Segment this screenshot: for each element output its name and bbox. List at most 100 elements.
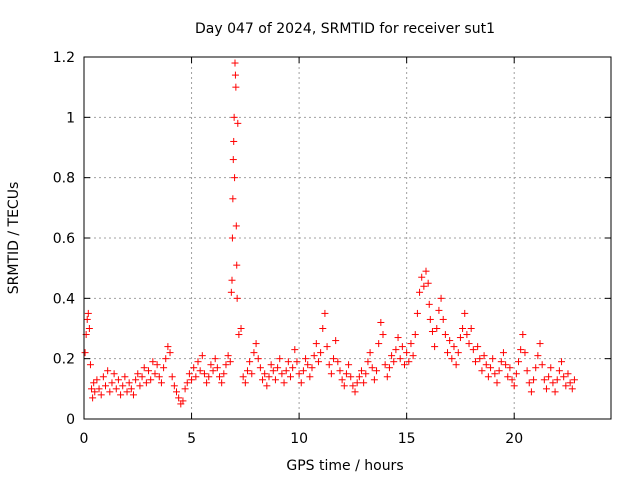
- data-point: [170, 382, 178, 390]
- data-point: [88, 385, 96, 393]
- data-point: [259, 376, 267, 384]
- data-point: [474, 343, 482, 351]
- data-point: [213, 364, 221, 372]
- data-point: [232, 83, 240, 91]
- data-point: [110, 370, 118, 378]
- data-point: [512, 370, 520, 378]
- data-point: [401, 361, 409, 369]
- plot-frame: [83, 56, 612, 420]
- data-point: [263, 382, 271, 390]
- data-point: [317, 349, 325, 357]
- data-point: [465, 340, 473, 348]
- data-point: [379, 331, 387, 339]
- data-point: [422, 267, 430, 275]
- data-point: [491, 370, 499, 378]
- data-point: [418, 273, 426, 281]
- x-tick-label: 0: [80, 431, 89, 447]
- data-point: [278, 370, 286, 378]
- data-point: [493, 379, 501, 387]
- x-tick-label: 20: [505, 431, 523, 447]
- data-point: [489, 355, 497, 363]
- data-point: [125, 379, 133, 387]
- data-point: [551, 388, 559, 396]
- data-point: [81, 349, 89, 357]
- data-point: [160, 364, 168, 372]
- data-point: [306, 373, 314, 381]
- data-point: [515, 358, 523, 366]
- data-point: [534, 352, 542, 360]
- data-point: [538, 361, 546, 369]
- data-point: [435, 306, 443, 314]
- data-point: [476, 355, 484, 363]
- data-point: [527, 388, 535, 396]
- data-point: [566, 379, 574, 387]
- data-point: [252, 340, 260, 348]
- data-point: [321, 309, 329, 317]
- data-point: [222, 361, 230, 369]
- data-point: [555, 367, 563, 375]
- data-point: [140, 364, 148, 372]
- data-point: [231, 174, 239, 182]
- data-point: [282, 367, 290, 375]
- data-point: [338, 376, 346, 384]
- data-point: [416, 288, 424, 296]
- data-point: [325, 361, 333, 369]
- data-point: [227, 288, 235, 296]
- data-point: [295, 370, 303, 378]
- tick-labels: 0 0.2 0.4 0.6 0.8 1 1.2 0 5 10 15 20: [53, 50, 523, 447]
- data-point: [558, 358, 566, 366]
- data-point: [89, 394, 97, 402]
- data-point: [499, 349, 507, 357]
- data-point: [224, 352, 232, 360]
- data-point: [237, 325, 245, 332]
- data-point: [233, 261, 241, 269]
- data-point: [145, 367, 153, 375]
- y-tick-label: 0.6: [53, 231, 75, 247]
- data-point: [155, 373, 163, 381]
- data-point: [166, 349, 174, 357]
- data-point: [562, 382, 570, 390]
- data-point: [319, 325, 327, 332]
- data-point: [234, 119, 242, 127]
- data-point: [231, 59, 239, 67]
- data-point: [112, 385, 120, 393]
- data-point: [517, 346, 525, 354]
- data-point: [132, 376, 140, 384]
- data-point: [293, 358, 301, 366]
- data-point: [192, 373, 200, 381]
- data-point: [218, 379, 226, 387]
- data-point: [231, 71, 239, 79]
- data-point: [459, 325, 467, 332]
- data-point: [102, 382, 110, 390]
- data-point: [138, 373, 146, 381]
- data-point: [183, 379, 191, 387]
- data-point: [162, 355, 170, 363]
- y-tick-label: 0.2: [53, 352, 75, 368]
- x-tick-label: 15: [398, 431, 416, 447]
- data-point: [119, 382, 127, 390]
- data-point: [233, 294, 241, 302]
- data-point: [308, 364, 316, 372]
- data-point: [243, 367, 251, 375]
- data-points: [81, 59, 578, 408]
- data-point: [200, 370, 208, 378]
- data-point: [463, 331, 471, 339]
- data-point: [276, 355, 284, 363]
- data-point: [93, 376, 101, 384]
- data-point: [151, 370, 159, 378]
- data-point: [332, 337, 340, 345]
- data-point: [413, 309, 421, 317]
- data-point: [179, 397, 187, 405]
- data-point: [446, 337, 454, 345]
- data-point: [545, 373, 553, 381]
- data-point: [570, 376, 578, 384]
- data-point: [168, 373, 176, 381]
- data-point: [405, 358, 413, 366]
- data-point: [302, 355, 310, 363]
- data-point: [469, 346, 477, 354]
- data-point: [323, 343, 331, 351]
- data-point: [521, 349, 529, 357]
- data-point: [568, 385, 576, 393]
- data-point: [314, 358, 322, 366]
- data-point: [157, 379, 165, 387]
